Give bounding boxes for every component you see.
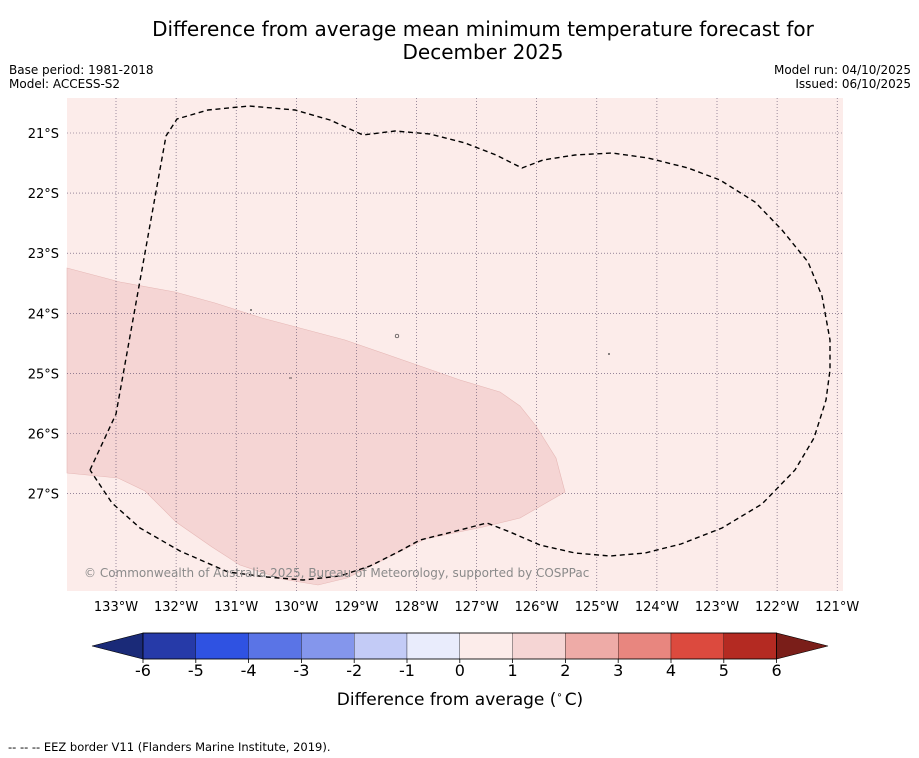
- longitude-label: 127°W: [455, 600, 499, 615]
- longitude-label: 124°W: [635, 600, 679, 615]
- colorbar-tick-label: 1: [508, 661, 518, 680]
- latitude-labels: 21°S 22°S 23°S 24°S 25°S 26°S 27°S: [28, 127, 59, 503]
- footer-legend: -- -- -- EEZ border V11 (Flanders Marine…: [8, 740, 331, 754]
- colorbar-segment: [301, 632, 355, 660]
- latitude-label: 27°S: [28, 488, 59, 503]
- latitude-label: 21°S: [28, 127, 59, 142]
- longitude-label: 121°W: [815, 600, 859, 615]
- model-run: Model run: 04/10/2025: [773, 63, 911, 77]
- title-line-2: December 2025: [402, 40, 564, 64]
- colorbar-segment: [459, 632, 513, 660]
- longitude-label: 130°W: [274, 600, 318, 615]
- colorbar-tick-label: -1: [399, 661, 415, 680]
- base-period: Base period: 1981-2018: [9, 63, 154, 77]
- latitude-label: 23°S: [28, 247, 59, 262]
- colorbar-low-extend: [91, 632, 144, 660]
- longitude-label: 131°W: [214, 600, 258, 615]
- title-line-1: Difference from average mean minimum tem…: [152, 17, 814, 41]
- colorbar-tick-label: 6: [772, 661, 782, 680]
- issued-date: Issued: 06/10/2025: [795, 77, 911, 91]
- colorbar-tick-label: 3: [613, 661, 623, 680]
- colorbar-segment: [142, 632, 196, 660]
- longitude-label: 125°W: [575, 600, 619, 615]
- meta-right: Model run: 04/10/2025 Issued: 06/10/2025: [774, 63, 911, 91]
- colorbar-segment: [618, 632, 672, 660]
- longitude-labels: 133°W 132°W 131°W 130°W 129°W 128°W 127°W 126°W…: [94, 600, 860, 615]
- island-marker: [394, 333, 400, 339]
- colorbar-tick-label: -4: [241, 661, 257, 680]
- model-name: Model: ACCESS-S2: [9, 77, 121, 91]
- colorbar-tick-labels: -6 -5 -4 -3 -2 -1 0 1 2 3 4 5 6: [135, 659, 782, 680]
- latitude-label: 22°S: [28, 187, 59, 202]
- longitude-label: 128°W: [394, 600, 438, 615]
- longitude-gridlines: [115, 98, 838, 591]
- colorbar-segment: [565, 632, 619, 660]
- colorbar-tick-label: 2: [560, 661, 570, 680]
- colorbar-high-extend: [776, 632, 829, 660]
- colorbar-segment: [512, 632, 566, 660]
- island-marker: [608, 353, 610, 355]
- latitude-label: 24°S: [28, 307, 59, 322]
- colorbar-segment: [248, 632, 302, 660]
- copyright-text: © Commonwealth of Australia 2025, Bureau…: [84, 566, 589, 580]
- longitude-label: 122°W: [755, 600, 799, 615]
- map-title: Difference from average mean minimum tem…: [0, 18, 919, 64]
- meta-left: Base period: 1981-2018 Model: ACCESS-S2: [9, 63, 154, 91]
- colorbar-segment: [354, 632, 408, 660]
- colorbar-segment: [723, 632, 777, 660]
- longitude-label: 126°W: [515, 600, 559, 615]
- colorbar: [91, 632, 829, 660]
- colorbar-segment: [670, 632, 724, 660]
- latitude-label: 25°S: [28, 367, 59, 382]
- colorbar-tick-label: 0: [455, 661, 465, 680]
- colorbar-tick-label: -3: [293, 661, 309, 680]
- colorbar-tick-label: 4: [666, 661, 676, 680]
- anomaly-region-1-to-2: [66, 267, 566, 586]
- colorbar-tick-label: -6: [135, 661, 151, 680]
- colorbar-segment: [195, 632, 249, 660]
- latitude-gridlines: [67, 132, 843, 494]
- longitude-label: 133°W: [94, 600, 138, 615]
- eez-border: [89, 105, 831, 581]
- longitude-label: 129°W: [334, 600, 378, 615]
- latitude-label: 26°S: [28, 428, 59, 443]
- island-marker: [250, 309, 252, 311]
- longitude-label: 123°W: [695, 600, 739, 615]
- colorbar-segment: [406, 632, 460, 660]
- colorbar-label: Difference from average (∘ C): [337, 690, 583, 710]
- colorbar-tick-label: -5: [188, 661, 204, 680]
- longitude-label: 132°W: [154, 600, 198, 615]
- colorbar-tick-label: -2: [346, 661, 362, 680]
- colorbar-tick-label: 5: [719, 661, 729, 680]
